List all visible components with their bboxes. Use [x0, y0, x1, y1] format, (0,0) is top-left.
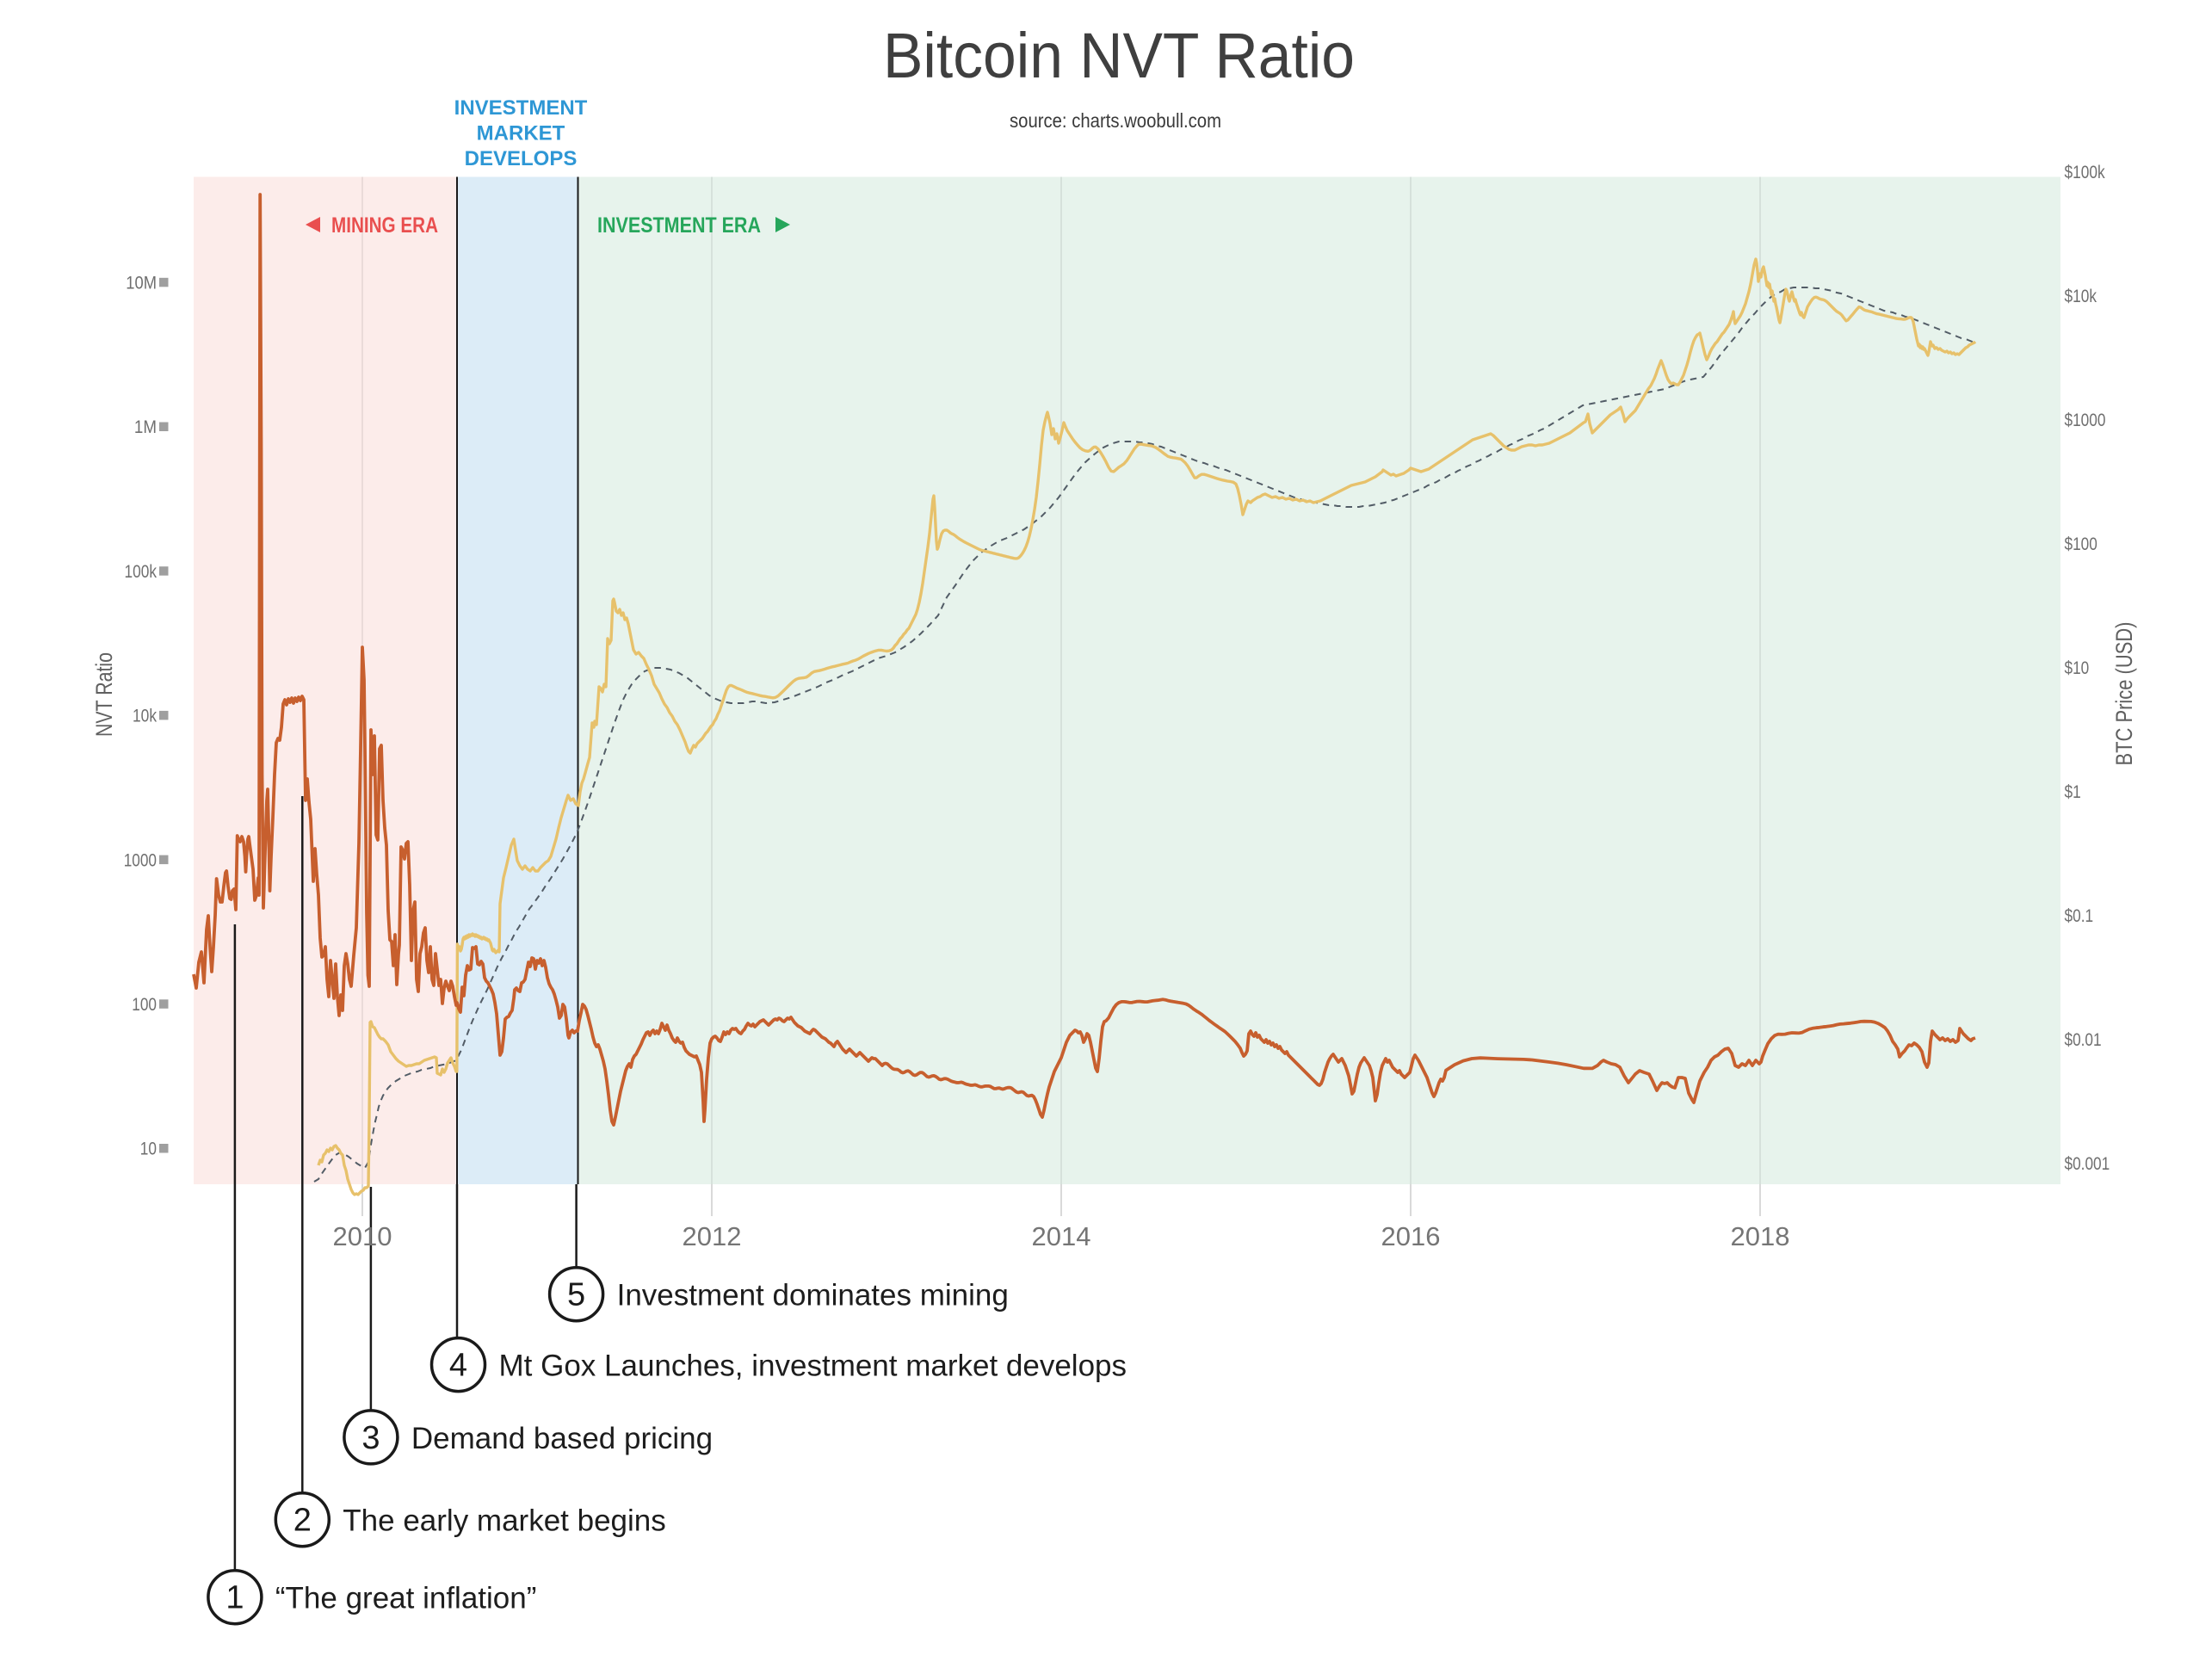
svg-text:Demand based pricing: Demand based pricing: [411, 1422, 713, 1455]
svg-text:2: 2: [293, 1503, 312, 1539]
svg-text:MINING ERA: MINING ERA: [331, 213, 438, 238]
svg-text:$1: $1: [2065, 782, 2081, 802]
svg-text:The early market begins: The early market begins: [343, 1504, 665, 1538]
svg-text:5: 5: [567, 1277, 585, 1313]
svg-text:$100: $100: [2065, 534, 2097, 554]
svg-text:INVESTMENT: INVESTMENT: [454, 96, 588, 120]
svg-text:NVT Ratio: NVT Ratio: [91, 652, 117, 737]
svg-text:BTC Price (USD): BTC Price (USD): [2111, 622, 2137, 766]
svg-text:source: charts.woobull.com: source: charts.woobull.com: [1010, 109, 1221, 132]
svg-text:INVESTMENT ERA: INVESTMENT ERA: [597, 213, 761, 238]
svg-text:$0.1: $0.1: [2065, 906, 2094, 926]
svg-text:DEVELOPS: DEVELOPS: [465, 147, 578, 170]
svg-text:Bitcoin NVT Ratio: Bitcoin NVT Ratio: [883, 20, 1355, 91]
svg-text:2012: 2012: [683, 1221, 742, 1251]
svg-text:$10: $10: [2065, 658, 2090, 678]
svg-text:100: 100: [132, 995, 157, 1015]
svg-text:$0.001: $0.001: [2065, 1154, 2110, 1174]
svg-text:“The great inflation”: “The great inflation”: [275, 1582, 536, 1615]
svg-text:4: 4: [449, 1348, 467, 1384]
svg-text:10: 10: [140, 1140, 157, 1159]
svg-text:2018: 2018: [1731, 1221, 1790, 1251]
svg-text:$100k: $100k: [2065, 163, 2106, 182]
svg-text:3: 3: [361, 1420, 380, 1456]
svg-text:2016: 2016: [1381, 1221, 1441, 1251]
svg-text:10M: 10M: [126, 274, 157, 293]
svg-text:1000: 1000: [124, 850, 157, 870]
svg-text:1M: 1M: [134, 417, 157, 437]
svg-text:$0.01: $0.01: [2065, 1030, 2102, 1050]
svg-text:10k: 10k: [133, 707, 157, 726]
svg-text:2014: 2014: [1032, 1221, 1091, 1251]
svg-text:2010: 2010: [333, 1221, 392, 1251]
svg-text:100k: 100k: [125, 562, 158, 582]
svg-text:$10k: $10k: [2065, 287, 2097, 306]
svg-text:1: 1: [225, 1580, 244, 1616]
svg-text:MARKET: MARKET: [477, 122, 565, 145]
svg-text:$1000: $1000: [2065, 411, 2106, 430]
svg-text:Mt Gox Launches, investment ma: Mt Gox Launches, investment market devel…: [499, 1350, 1127, 1383]
svg-text:Investment dominates mining: Investment dominates mining: [617, 1279, 1009, 1312]
